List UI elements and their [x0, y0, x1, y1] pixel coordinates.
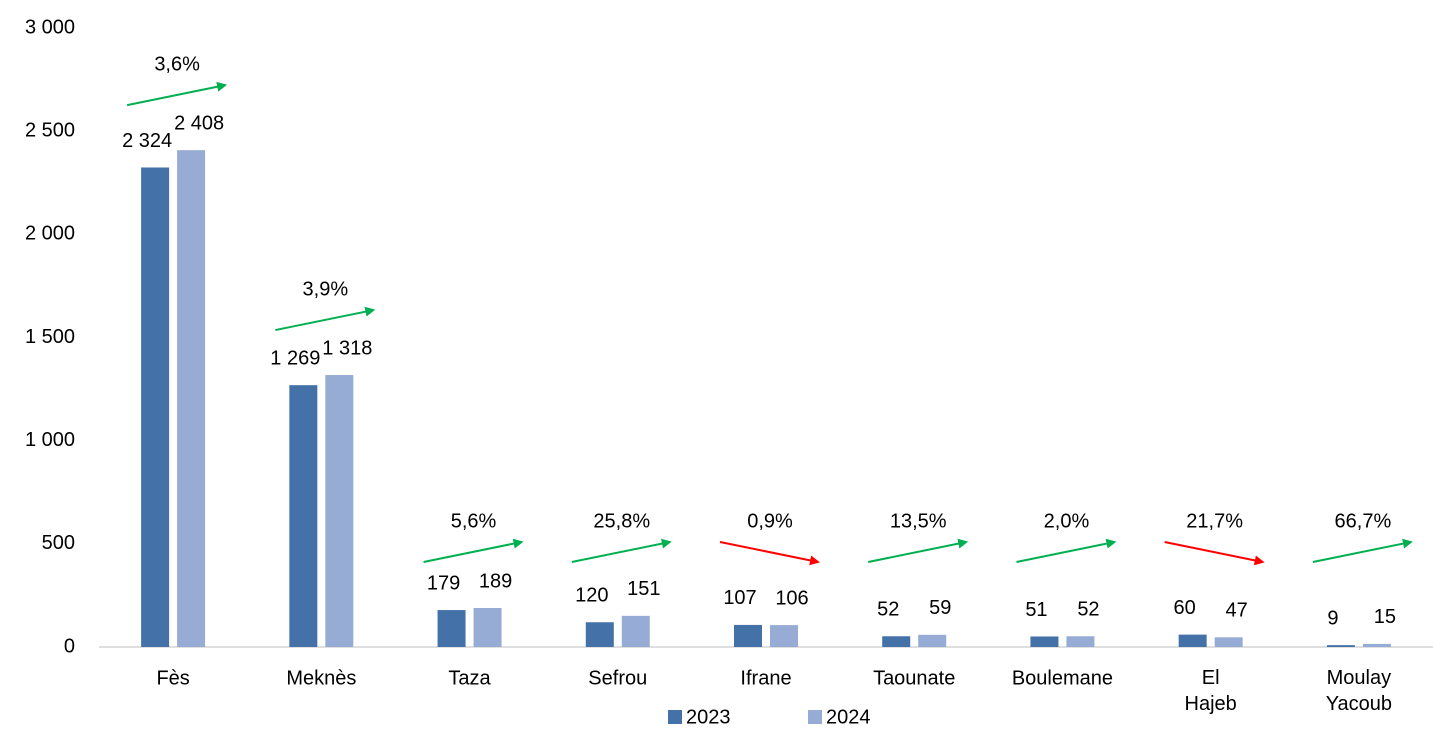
data-label: 60 — [1174, 597, 1196, 619]
bar — [1214, 637, 1243, 647]
data-label: 2 324 — [122, 130, 172, 152]
data-label: 2 408 — [174, 112, 224, 134]
bar — [882, 636, 911, 647]
data-label: 59 — [929, 597, 951, 619]
trend-arrow — [1164, 541, 1265, 566]
bar — [473, 608, 502, 647]
x-tick-label: Taza — [448, 667, 491, 689]
legend-label: 2023 — [686, 706, 731, 727]
trend-arrow — [571, 538, 672, 563]
data-label: 151 — [627, 578, 660, 600]
bar — [141, 167, 170, 648]
trend-arrow — [275, 306, 376, 332]
data-label: 1 318 — [322, 337, 372, 359]
y-tick-label: 1 000 — [25, 429, 75, 451]
trend-arrow — [126, 81, 228, 107]
bar — [325, 375, 354, 647]
data-label: 179 — [427, 572, 460, 594]
annotation: 5,6% — [451, 510, 497, 532]
x-tick-label: El Hajeb — [1185, 667, 1237, 715]
trend-arrow — [719, 541, 820, 566]
bar — [621, 615, 650, 647]
data-label: 189 — [479, 570, 512, 592]
data-label: 9 — [1327, 607, 1338, 629]
x-tick-label: Meknès — [286, 667, 356, 689]
y-tick-label: 0 — [64, 635, 75, 657]
x-tick-label: Taounate — [873, 667, 955, 689]
annotation: 66,7% — [1335, 510, 1392, 532]
data-label: 120 — [575, 585, 608, 607]
annotation: 0,9% — [747, 510, 793, 532]
data-label: 15 — [1374, 606, 1396, 628]
trend-arrow — [1312, 538, 1413, 563]
bar — [1030, 636, 1059, 647]
y-tick-label: 3 000 — [25, 16, 75, 38]
legend-swatch — [668, 710, 682, 724]
data-label: 106 — [775, 587, 808, 609]
y-tick-label: 2 500 — [25, 119, 75, 141]
annotation: 2,0% — [1044, 510, 1090, 532]
bar — [1362, 643, 1391, 647]
bar — [289, 385, 318, 647]
annotation: 25,8% — [593, 510, 650, 532]
annotation: 3,6% — [154, 53, 200, 75]
data-label: 52 — [877, 599, 899, 621]
legend-swatch — [808, 710, 822, 724]
bar — [770, 625, 798, 647]
bar — [1178, 634, 1207, 647]
annotation: 3,9% — [303, 278, 349, 300]
bar — [1326, 645, 1355, 647]
bar — [437, 610, 466, 647]
data-label: 51 — [1025, 599, 1047, 621]
data-label: 52 — [1077, 599, 1099, 621]
x-tick-label: Moulay Yacoub — [1326, 667, 1392, 715]
annotation: 13,5% — [890, 510, 947, 532]
y-tick-label: 500 — [42, 532, 75, 554]
trend-arrow — [868, 538, 969, 563]
data-label: 1 269 — [270, 347, 320, 369]
bar — [918, 634, 947, 647]
x-tick-label: Ifrane — [740, 667, 791, 689]
bar — [1066, 636, 1095, 647]
legend-label: 2024 — [826, 706, 871, 727]
data-label: 107 — [723, 587, 756, 609]
bar — [177, 150, 206, 647]
y-tick-label: 1 500 — [25, 326, 75, 348]
trend-arrow — [1016, 538, 1117, 563]
y-tick-label: 2 000 — [25, 223, 75, 245]
annotation: 21,7% — [1186, 510, 1243, 532]
trend-arrow — [423, 538, 524, 563]
bar — [734, 624, 762, 647]
bar — [585, 622, 614, 647]
data-label: 47 — [1226, 600, 1248, 622]
x-tick-label: Boulemane — [1012, 667, 1113, 689]
x-tick-label: Fès — [156, 667, 189, 689]
x-tick-label: Sefrou — [588, 667, 647, 689]
